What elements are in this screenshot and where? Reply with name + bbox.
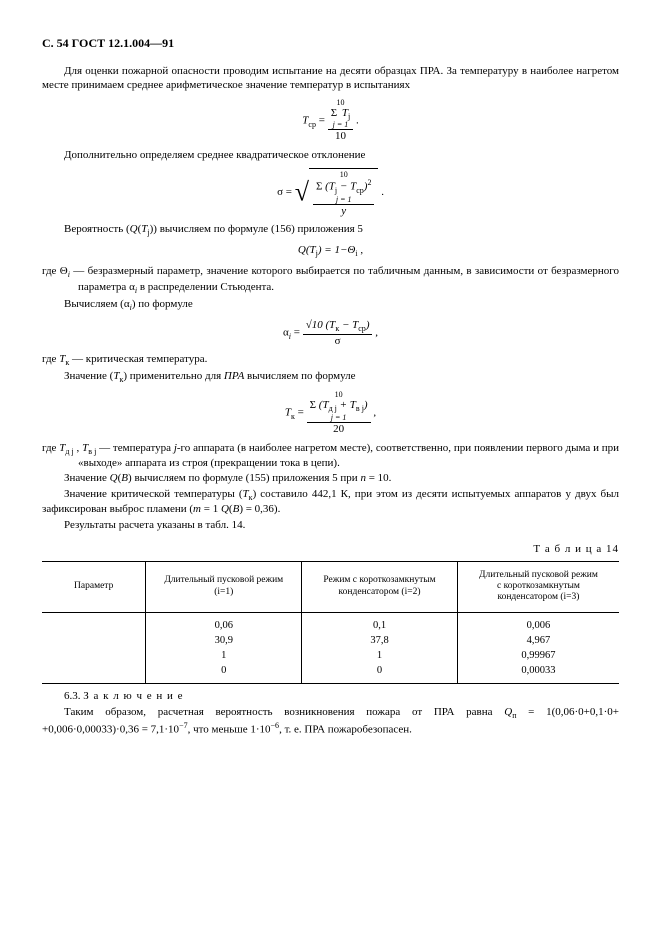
where-clause: где Θi — безразмерный параметр, значение… [42, 265, 619, 295]
table-cell: 0,1 [302, 612, 458, 633]
table-cell: 30,9 [146, 633, 302, 648]
table-cell [42, 612, 146, 633]
formula-tk: Tк = 10 Σ (Tд j + Tв j) j = 1 20 , [42, 391, 619, 435]
paragraph: Результаты расчета указаны в табл. 14. [42, 519, 619, 533]
paragraph: Вероятность (Q(Tj)) вычисляем по формуле… [42, 223, 619, 238]
table-14: Параметр Длительный пусковой режим(i=1) … [42, 561, 619, 685]
paragraph: Вычисляем (αi) по формуле [42, 298, 619, 313]
paragraph: Значение (Tк) применительно для ПРА вычи… [42, 370, 619, 385]
table-cell [42, 663, 146, 684]
paragraph: Значение Q(B) вычисляем по формуле (155)… [42, 472, 619, 486]
paragraph: Значение критической температуры (Tк) со… [42, 488, 619, 517]
table-cell: 1 [146, 648, 302, 663]
paragraph: Дополнительно определяем среднее квадрат… [42, 149, 619, 163]
table-cell: 37,8 [302, 633, 458, 648]
formula-qtj: Q(Tj) = 1−Θi , [42, 244, 619, 259]
formula-tcp: Tср = 10 Σ Tj j = 1 10 . [42, 99, 619, 143]
paragraph: Для оценки пожарной опасности проводим и… [42, 65, 619, 93]
table-caption: Т а б л и ц а 14 [42, 543, 619, 557]
formula-alpha: αi = √10 (Tк − Tср) σ , [42, 319, 619, 347]
table-cell: 0,06 [146, 612, 302, 633]
page-header: С. 54 ГОСТ 12.1.004—91 [42, 36, 619, 51]
table-cell: 0,00033 [457, 663, 619, 684]
table-cell: 0,99967 [457, 648, 619, 663]
table-cell [42, 648, 146, 663]
where-clause: где Tд j , Tв j — температура j-го аппар… [42, 442, 619, 471]
table-cell: 0 [146, 663, 302, 684]
table-header: Параметр [42, 561, 146, 612]
table-cell [42, 633, 146, 648]
paragraph: Таким образом, расчетная вероятность воз… [42, 706, 619, 738]
table-cell: 0 [302, 663, 458, 684]
paragraph: где Tк — критическая температура. [42, 353, 619, 368]
table-cell: 4,967 [457, 633, 619, 648]
formula-sigma: σ = √ 10 Σ (Tj − Tср)2 j = 1 y . [42, 168, 619, 217]
table-cell: 1 [302, 648, 458, 663]
table-header: Режим с короткозамкнутымконденсатором (i… [302, 561, 458, 612]
section-heading: 6.3. З а к л ю ч е н и е [42, 690, 619, 704]
table-header: Длительный пусковой режимс короткозамкну… [457, 561, 619, 612]
table-header: Длительный пусковой режим(i=1) [146, 561, 302, 612]
table-cell: 0,006 [457, 612, 619, 633]
